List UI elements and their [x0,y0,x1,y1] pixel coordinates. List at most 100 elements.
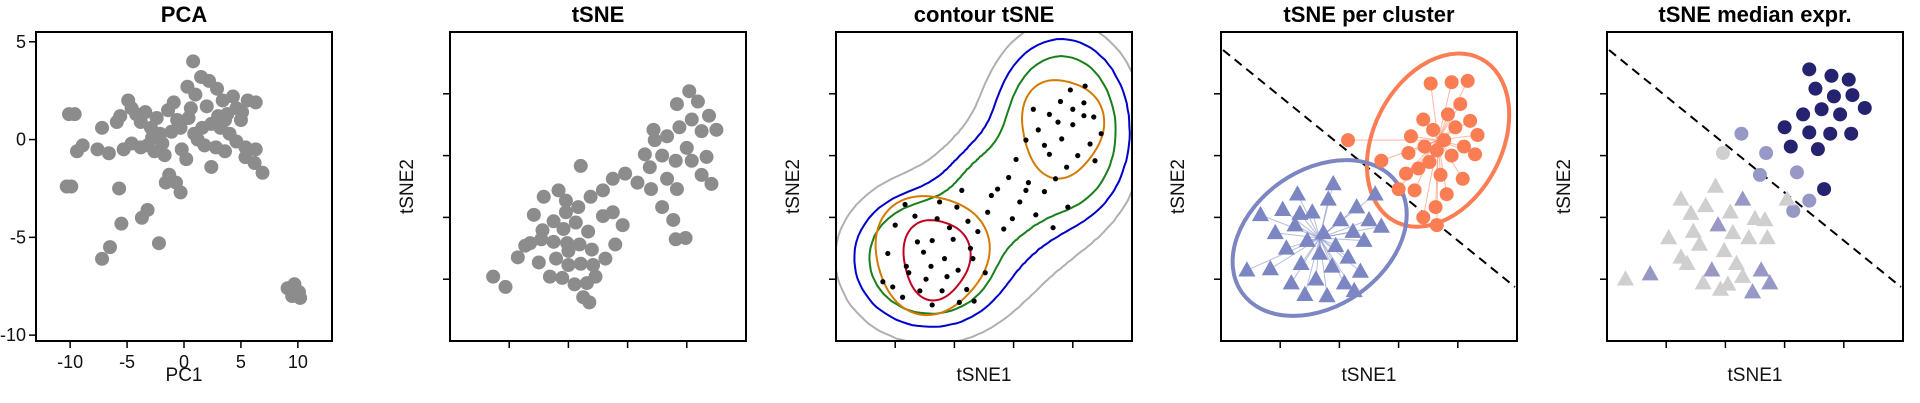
data-point [929,302,935,308]
data-point [1025,180,1031,186]
data-point [1429,143,1444,158]
plot-frame [1606,31,1904,342]
data-point [954,204,960,210]
data-point [573,158,588,173]
spoke-line [1319,237,1361,272]
data-point [1030,106,1036,112]
data-point [1098,131,1104,137]
data-point [1429,218,1444,233]
data-point [582,295,597,310]
data-point [1274,200,1292,216]
data-point [1323,257,1341,273]
x-axis-label: tSNE1 [1728,365,1783,386]
data-point [536,189,551,204]
data-point [668,153,683,168]
data-point [546,234,561,249]
data-point [210,81,225,96]
data-point [975,228,981,235]
data-point [1440,107,1455,122]
data-point [669,182,684,197]
contour-tsne-panel: contour tSNE tSNE1 tSNE2 [783,2,1133,386]
data-point [558,193,573,208]
data-point [988,192,995,199]
data-point [1013,156,1019,163]
data-point [1046,151,1052,157]
data-point [1286,216,1304,232]
data-point [1826,89,1841,104]
data-point [655,148,670,163]
data-point [1727,254,1746,271]
x-axis-label: tSNE1 [957,365,1012,386]
data-point [1715,241,1733,258]
data-point [1786,203,1801,218]
data-point [145,130,160,145]
data-point [583,189,598,204]
data-point [526,207,541,222]
data-point [1783,139,1798,154]
data-point [655,200,670,215]
data-point [199,99,214,114]
data-point [1238,261,1256,277]
data-point [561,258,576,273]
x-axis-label: PC1 [166,365,203,386]
data-point [584,242,599,257]
y-axis-label: tSNE2 [1554,159,1575,214]
data-point [138,105,153,120]
data-point [69,144,84,159]
data-point [534,232,549,247]
spoke-line [1275,232,1320,239]
data-point [1355,231,1373,247]
data-point [1070,106,1076,112]
data-point [1703,261,1721,277]
data-point [1401,146,1416,161]
data-point [157,148,172,163]
data-point [101,146,116,161]
data-point [1422,155,1437,170]
data-point [934,216,940,222]
data-point [1778,190,1796,206]
data-point [186,54,201,69]
data-point [1824,68,1839,83]
data-point [1444,75,1459,90]
data-point [1332,210,1350,227]
data-point [1033,212,1039,218]
data-point [567,277,582,292]
tsne-panel: tSNE tSNE2 [397,2,747,348]
data-point [605,171,620,186]
data-point [1752,261,1770,277]
data-point [694,124,709,139]
data-point [666,212,681,227]
density-contour [853,37,1131,328]
data-point [1672,248,1690,264]
data-point [151,236,166,251]
data-point [1453,97,1468,112]
data-point [646,122,661,137]
data-point [647,133,662,148]
panel-title: tSNE median expr. [1658,2,1851,27]
data-point [1844,126,1859,141]
data-point [1341,133,1356,148]
data-point [114,216,129,231]
data-point [155,136,170,151]
data-point [1052,176,1059,182]
data-point [1070,122,1076,128]
panel-title: tSNE [572,2,625,27]
data-point [1460,73,1475,88]
data-point [551,183,566,198]
cluster-ellipse [1364,51,1512,229]
data-point [555,270,570,285]
data-point [994,186,1001,192]
y-axis-label: tSNE2 [1168,159,1189,214]
pca-panel: PCA PC1 PC2 -10 -5 0 5 10 5 0 -5 -10 [0,2,333,386]
data-point [1075,153,1081,159]
data-point [586,258,601,273]
data-point [233,113,248,128]
data-point [964,286,970,293]
data-point [660,129,675,144]
data-point [1006,174,1012,181]
y-tick-label: -5 [10,227,26,247]
data-point [1277,239,1295,255]
data-point [1064,164,1070,170]
data-point [1711,280,1730,296]
panel-title: contour tSNE [914,2,1055,27]
